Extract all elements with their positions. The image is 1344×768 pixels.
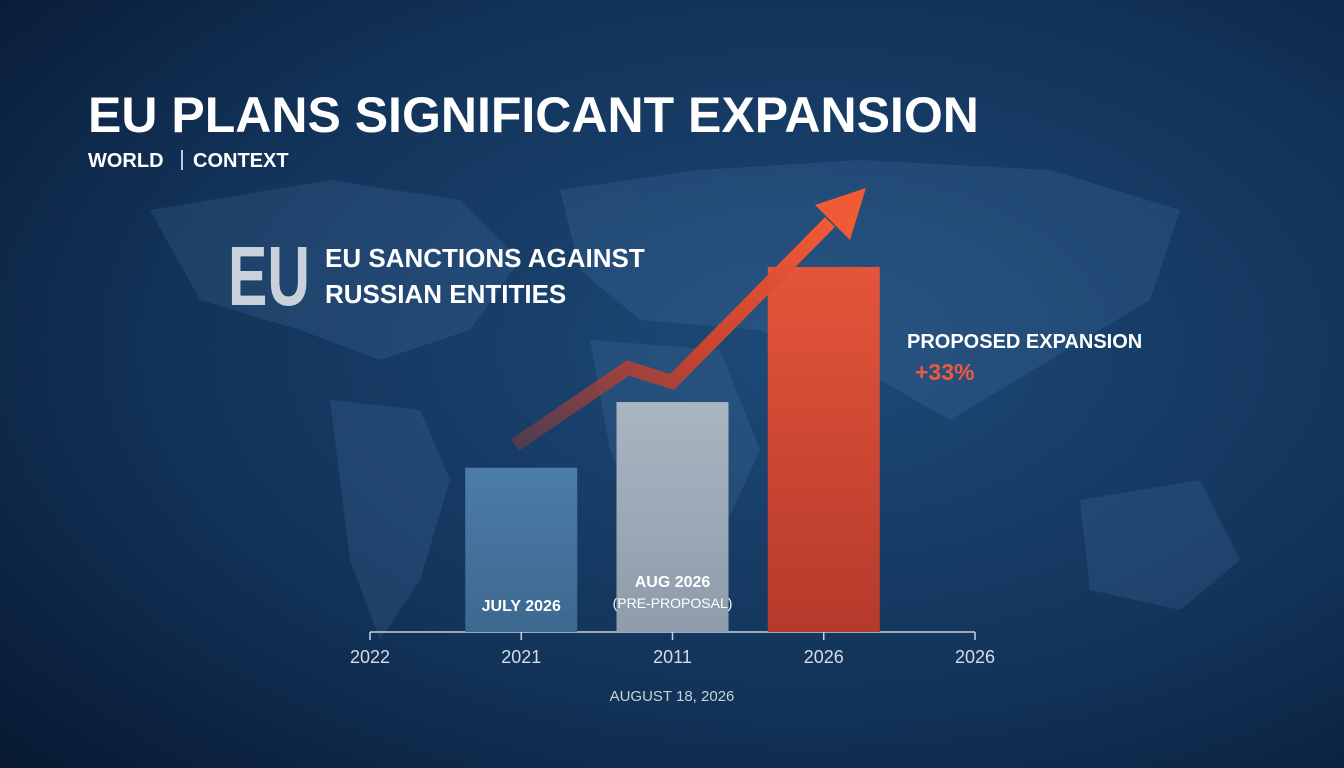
annotation-value: +33% (915, 359, 974, 385)
x-tick-label: 2026 (955, 647, 995, 667)
labels: JULY 2026 AUG 2026 (PRE-PROPOSAL) (482, 574, 733, 615)
trend-arrow-head (815, 188, 866, 240)
subtitle: EU SANCTIONS AGAINST (325, 243, 645, 273)
logo: EU (228, 229, 310, 323)
bar (767, 267, 880, 632)
subtitle: RUSSIAN ENTITIES (325, 279, 566, 309)
tag: WORLD (88, 150, 164, 172)
x-tick-label: 2011 (653, 647, 692, 667)
x-tick-label: 2026 (804, 647, 844, 667)
title: EU PLANS SIGNIFICANT EXPANSION (88, 87, 979, 143)
bar-label: AUG 2026 (635, 574, 711, 591)
bar-note: (PRE-PROPOSAL) (613, 595, 733, 611)
date: AUGUST 18, 2026 (610, 688, 735, 705)
tag: CONTEXT (193, 150, 289, 172)
annotation: PROPOSED EXPANSION (907, 331, 1142, 353)
bar (616, 402, 729, 632)
trend-arrow (511, 217, 835, 451)
bars (465, 267, 880, 632)
bar (465, 467, 578, 632)
x-tick-label: 2021 (501, 647, 541, 667)
bar-label: JULY 2026 (482, 598, 561, 615)
x-tick-label: 2022 (350, 647, 390, 667)
